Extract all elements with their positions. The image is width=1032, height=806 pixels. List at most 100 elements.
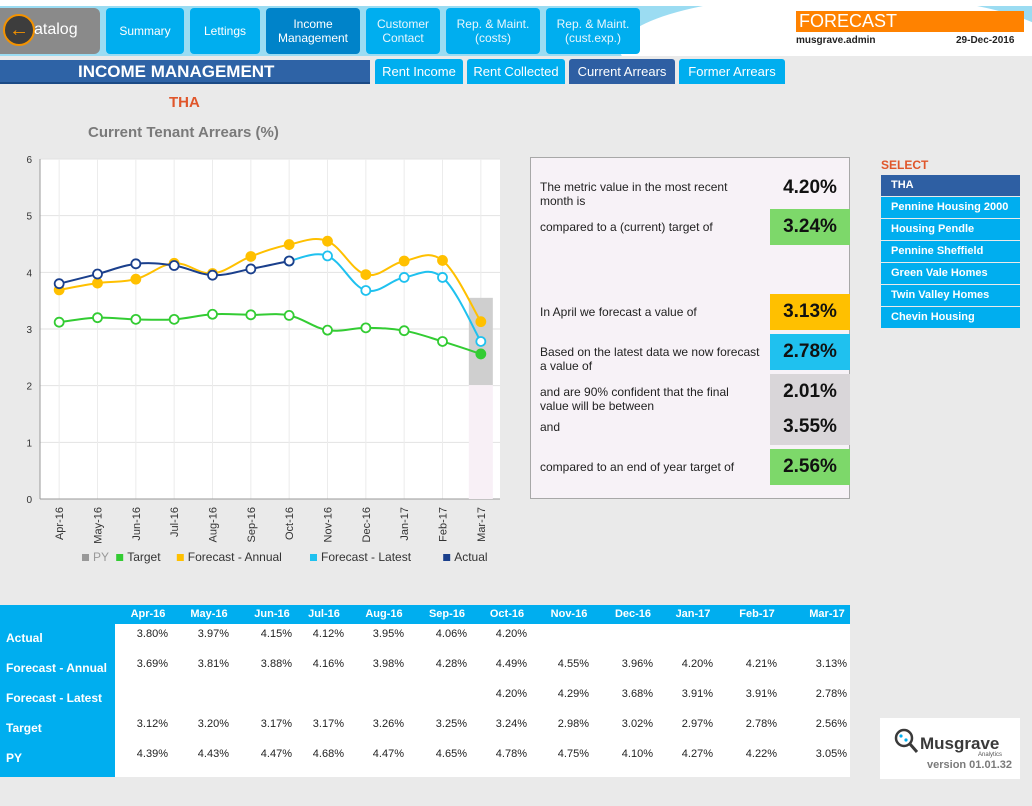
table-cell: 3.02%	[621, 718, 653, 730]
table-cell: 4.20%	[681, 658, 713, 670]
nav-lettings[interactable]: Lettings	[190, 8, 260, 54]
select-item-housing-pendle[interactable]: Housing Pendle	[881, 219, 1020, 240]
table-cell: 4.29%	[557, 688, 589, 700]
table-cell: 3.98%	[372, 658, 404, 670]
table-cell: 3.05%	[815, 748, 847, 760]
legend-marker	[176, 554, 184, 561]
table-cell: 4.10%	[621, 748, 653, 760]
table-cell: 4.75%	[557, 748, 589, 760]
catalog-back-button[interactable]: ← atalog	[0, 8, 100, 54]
table-cell: 4.47%	[372, 748, 404, 760]
x-tick-label: Jan-17	[399, 507, 411, 541]
table-column-header: Jun-16	[254, 608, 290, 620]
legend-label: Forecast - Annual	[188, 550, 282, 564]
organisation-title: THA	[169, 94, 200, 111]
data-point-forecast-annual	[130, 273, 142, 285]
y-tick-label: 4	[26, 268, 32, 279]
table-cell: 3.13%	[815, 658, 847, 670]
musgrave-logo: Musgrave Analytics version 01.01.32	[880, 718, 1020, 779]
table-column-header: Apr-16	[130, 608, 166, 620]
table-cell: 3.80%	[136, 628, 168, 640]
confidence-high-value: 3.55%	[770, 409, 850, 445]
table-column-header: May-16	[190, 608, 228, 620]
logo-subtitle: Analytics	[978, 752, 1003, 758]
table-row-label: Forecast - Annual	[6, 661, 107, 675]
select-item-twin-valley-homes[interactable]: Twin Valley Homes	[881, 285, 1020, 306]
data-point-actual	[92, 268, 103, 280]
data-point-actual	[53, 278, 65, 290]
table-cell: 3.91%	[745, 688, 777, 700]
table-row-label: Actual	[6, 631, 43, 645]
table-column-header: Nov-16	[550, 608, 588, 620]
table-cell: 3.20%	[197, 718, 229, 730]
table-row-label: Forecast - Latest	[6, 691, 103, 705]
tab-former-arrears[interactable]: Former Arrears	[679, 59, 785, 84]
select-label: SELECT	[881, 158, 929, 172]
legend-label: PY	[93, 550, 109, 564]
table-cell: 3.95%	[372, 628, 404, 640]
table-cell: 4.06%	[435, 628, 467, 640]
data-point-target	[360, 322, 372, 334]
table-cell: 3.91%	[681, 688, 713, 700]
data-point-forecast-latest	[475, 336, 487, 347]
nav-income-management[interactable]: Income Management	[266, 8, 360, 54]
table-cell: 3.68%	[621, 688, 653, 700]
table-cell: 3.26%	[372, 718, 404, 730]
data-point-forecast-annual	[283, 239, 295, 250]
confidence-low-value: 2.01%	[770, 374, 850, 410]
nav-repairs-costs[interactable]: Rep. & Maint. (costs)	[446, 8, 540, 54]
y-tick-label: 2	[26, 382, 32, 393]
user-name: musgrave.admin	[796, 35, 876, 46]
table-cell: 3.96%	[621, 658, 653, 670]
data-point-forecast-annual	[322, 235, 333, 247]
nav-summary[interactable]: Summary	[106, 8, 184, 54]
data-point-target	[437, 336, 448, 347]
table-header-band	[0, 605, 850, 624]
data-point-forecast-latest	[360, 285, 372, 296]
table-cell: 4.39%	[136, 748, 168, 760]
x-tick-label: Sep-16	[246, 507, 258, 542]
tab-current-arrears[interactable]: Current Arrears	[569, 59, 675, 84]
table-cell: 4.68%	[312, 748, 344, 760]
data-point-forecast-annual	[475, 316, 487, 328]
table-cell: 4.65%	[435, 748, 467, 760]
x-tick-label: Nov-16	[323, 507, 335, 542]
chart-title: Current Tenant Arrears (%)	[88, 124, 279, 141]
table-cell: 3.81%	[197, 658, 229, 670]
table-cell: 4.21%	[745, 658, 777, 670]
magnifier-icon	[894, 728, 919, 753]
select-item-chevin-housing[interactable]: Chevin Housing	[881, 307, 1020, 328]
data-point-actual	[168, 260, 180, 271]
nav-customer-contact[interactable]: Customer Contact	[366, 8, 440, 54]
table-cell: 3.17%	[312, 718, 344, 730]
data-point-target	[398, 325, 410, 337]
table-column-header: Jul-16	[308, 608, 340, 620]
confidence-text: and are 90% confident that the final val…	[540, 385, 729, 413]
table-cell: 2.78%	[815, 688, 847, 700]
data-point-forecast-annual	[92, 277, 103, 289]
tab-rent-income[interactable]: Rent Income	[375, 59, 463, 84]
table-column-header: Mar-17	[809, 608, 845, 620]
forecast-title: FORECAST	[796, 11, 1024, 32]
legend-marker	[82, 554, 89, 561]
year-end-target-text: compared to an end of year target of	[540, 460, 735, 474]
y-tick-label: 5	[26, 212, 32, 223]
x-tick-label: Aug-16	[208, 507, 220, 542]
data-point-target	[283, 309, 295, 321]
table-cell: 4.55%	[557, 658, 589, 670]
data-point-forecast-annual	[398, 255, 410, 267]
table-cell: 2.56%	[815, 718, 847, 730]
nav-repairs-customer-experience[interactable]: Rep. & Maint. (cust.exp.)	[546, 8, 640, 54]
section-title: INCOME MANAGEMENT	[78, 62, 275, 81]
data-point-target	[92, 312, 103, 324]
select-item-tha[interactable]: THA	[881, 175, 1020, 196]
legend-marker	[116, 554, 124, 561]
select-item-green-vale-homes[interactable]: Green Vale Homes	[881, 263, 1020, 284]
arrears-line-chart: 0 1 2 3 4 5 6 Apr-16 May-16 Jun-16 Jul-16 Aug-16 Sep…	[26, 155, 500, 564]
legend-label: Actual	[454, 550, 487, 564]
table-cell: 4.47%	[260, 748, 292, 760]
select-item-pennine-housing-2000[interactable]: Pennine Housing 2000	[881, 197, 1020, 218]
table-column-header: Dec-16	[614, 608, 652, 620]
select-item-pennine-sheffield[interactable]: Pennine Sheffield	[881, 241, 1020, 262]
tab-rent-collected[interactable]: Rent Collected	[467, 59, 565, 84]
